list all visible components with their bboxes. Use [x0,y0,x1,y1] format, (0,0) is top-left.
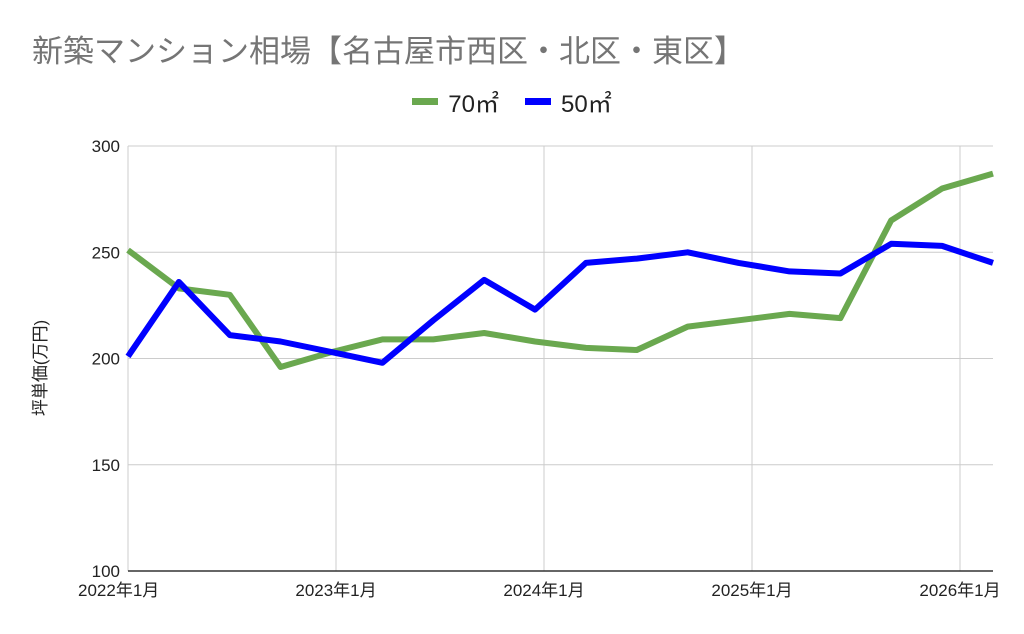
x-tick-label-1: 2023年1月 [295,581,376,600]
y-axis-label: 坪単価(万円) [31,320,50,416]
legend-swatch-50 [525,98,551,105]
grid-layer [127,145,993,572]
y-tick-label-250: 250 [92,243,120,262]
series-layer [125,170,994,370]
x-tick-label-4: 2026年1月 [919,581,1000,600]
chart-title: 新築マンション相場【名古屋市西区・北区・東区】 [32,34,745,70]
legend-item-50: 50㎡ [525,84,612,119]
series-line-0 [126,170,994,370]
legend-label-50: 50㎡ [561,91,612,118]
x-tick-label-3: 2025年1月 [711,581,792,600]
legend-swatch-70 [412,98,439,105]
legend-item-70: 70㎡ [412,84,499,119]
y-tick-label-100: 100 [92,562,120,581]
x-tick-label-2: 2024年1月 [503,581,584,600]
y-tick-label-150: 150 [92,456,120,475]
y-tick-label-300: 300 [92,137,120,156]
series-line-1 [125,240,994,366]
x-tick-label-0: 2022年1月 [78,581,159,600]
legend: 70㎡ 50㎡ [0,84,1024,119]
y-tick-label-200: 200 [92,350,120,369]
legend-label-70: 70㎡ [448,91,499,118]
axis-layer: 100 150 200 250 300 2022年1月 2023年1月 2024年1月 2025… [78,137,1001,600]
